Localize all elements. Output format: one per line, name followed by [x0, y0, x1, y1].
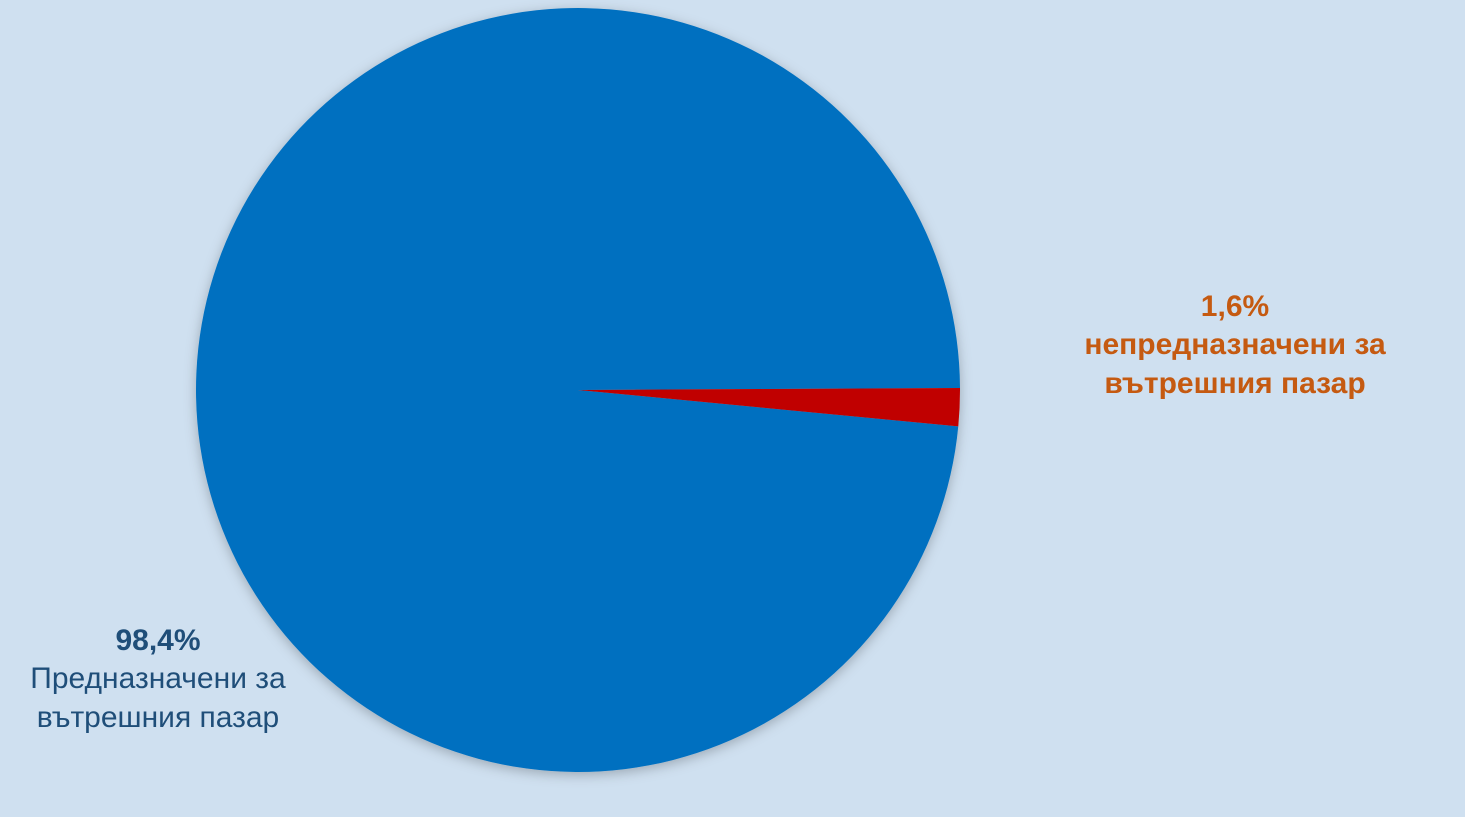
pie-slice-export [578, 387, 960, 427]
slice-text-domestic: Предназначени за вътрешния пазар [30, 662, 286, 734]
slice-percent-domestic: 98,4% [115, 624, 201, 657]
slice-text-export: непредназначени за вътрешния пазар [1084, 328, 1386, 400]
slice-label-export: 1,6% непредназначени за вътрешния пазар [1015, 288, 1455, 403]
slice-label-domestic: 98,4% Предназначени за вътрешния пазар [8, 622, 308, 737]
pie-slice-domestic [195, 8, 960, 773]
slice-percent-export: 1,6% [1200, 290, 1270, 323]
